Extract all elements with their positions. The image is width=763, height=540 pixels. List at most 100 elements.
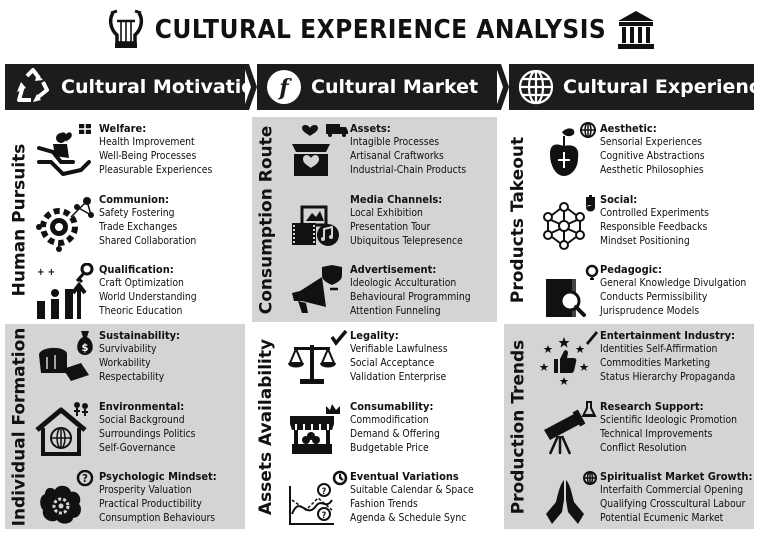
svg-text:$: $ [82, 341, 89, 354]
item-heading: Social: [600, 193, 638, 206]
florin-icon: f [267, 70, 301, 104]
item-line: Survivability [99, 343, 157, 355]
title-bar: CULTURAL EXPERIENCE ANALYSIS [0, 0, 763, 60]
sprout-globe-icon [550, 122, 596, 176]
people-network-icon [543, 195, 595, 250]
svg-text:?: ? [322, 511, 327, 521]
market-stall-icon [290, 404, 340, 454]
book-magnifier-icon [546, 264, 599, 317]
item-heading: Research Support: [600, 400, 704, 413]
section-label: Production Trends [508, 339, 528, 514]
svg-text:?: ? [322, 487, 327, 497]
item-line: Well-Being Processes [99, 150, 197, 163]
item-line: Demand & Offering [350, 428, 440, 441]
item-line: Attention Funneling [350, 305, 441, 318]
item-line: Fashion Trends [350, 498, 418, 511]
item-line: Theoric Education [99, 305, 183, 318]
section-products-takeout: Products Takeout Aesthetic: Sensorial Ex… [504, 117, 754, 322]
section-human-pursuits: Human Pursuits Welfare: Health Improveme… [5, 117, 245, 322]
item-line: Surroundings Politics [99, 428, 196, 441]
item-line: Practical Productibility [99, 498, 202, 511]
section-label: Individual Formation [9, 327, 30, 526]
header-label: Cultural Motivations [61, 76, 280, 98]
item-line: Identities Self-Affirmation [600, 343, 718, 355]
item-line: Pleasurable Experiences [99, 164, 213, 177]
header-cultural-motivations: Cultural Motivations [5, 64, 279, 110]
megaphone-icon [292, 265, 342, 313]
header-cultural-experience: Cultural Experience [509, 64, 763, 110]
thumbs-up-stars-icon [539, 331, 598, 385]
svg-text:?: ? [82, 472, 88, 485]
item-line: Industrial-Chain Products [350, 164, 467, 177]
item-line: Local Exhibition [350, 207, 423, 219]
item-line: Ideologic Acculturation [350, 277, 457, 289]
section-label: Assets Availability [256, 338, 276, 515]
brain-question-icon: ? [40, 470, 94, 524]
header-label: Cultural Experience [563, 76, 763, 98]
item-line: Prosperity Valuation [99, 484, 192, 496]
item-line: Presentation Tour [350, 221, 431, 234]
house-globe-icon [35, 402, 88, 456]
chevron-right-icon [495, 64, 509, 110]
item-line: Sensorial Experiences [600, 136, 703, 148]
item-line: Respectability [99, 371, 165, 384]
item-line: Technical Improvements [600, 428, 713, 441]
item-line: Responsible Feedbacks [600, 221, 708, 234]
section-production-trends: Production Trends Entertainment Industry… [504, 324, 754, 529]
item-line: Suitable Calendar & Space [350, 484, 474, 496]
item-heading: Qualification: [99, 263, 174, 276]
item-heading: Assets: [350, 122, 391, 135]
item-line: Agenda & Schedule Sync [350, 512, 467, 525]
item-line: Mindset Positioning [600, 235, 690, 248]
chart-clock-icon: ? ? [289, 470, 348, 525]
item-heading: Environmental: [99, 400, 185, 413]
chevron-right-icon [243, 64, 257, 110]
item-line: Verifiable Lawfulness [350, 343, 448, 355]
scales-icon [288, 329, 348, 384]
item-line: Artisanal Craftworks [350, 150, 444, 163]
item-line: Self-Governance [99, 442, 176, 455]
item-line: Jurisprudence Models [600, 305, 700, 318]
item-line: Scientific Ideologic Promotion [600, 414, 737, 426]
item-line: Shared Collaboration [99, 235, 197, 248]
gift-truck-icon [292, 124, 348, 176]
section-label: Consumption Route [256, 125, 277, 314]
item-line: Commodities Marketing [600, 357, 711, 370]
page-title: CULTURAL EXPERIENCE ANALYSIS [154, 15, 607, 45]
section-label: Human Pursuits [9, 143, 29, 296]
lyre-icon [108, 9, 143, 48]
item-line: Craft Optimization [99, 277, 184, 289]
item-line: Trade Exchanges [99, 221, 178, 234]
item-heading: Legality: [350, 329, 399, 342]
network-gear-icon [36, 197, 94, 252]
bread-money-icon: $ [39, 331, 93, 381]
media-film-icon [292, 205, 339, 246]
item-line: General Knowledge Divulgation [600, 277, 747, 289]
item-line: Safety Fostering [99, 207, 175, 219]
item-line: Potential Ecumenic Market [600, 512, 724, 525]
item-line: World Understanding [99, 291, 197, 304]
item-line: Ubiquitous Telepresence [350, 235, 463, 248]
item-line: Conflict Resolution [600, 442, 687, 455]
item-line: Budgetable Price [350, 442, 429, 455]
item-heading: Welfare: [99, 122, 147, 135]
section-consumption-route: Consumption Route Assets: Intagible Proc… [252, 117, 497, 322]
header-label: Cultural Market [311, 76, 479, 98]
item-heading: Entertainment Industry: [600, 329, 736, 342]
item-heading: Advertisement: [350, 263, 437, 276]
item-line: Conducts Permissibility [600, 291, 708, 304]
item-line: Social Background [99, 414, 185, 426]
item-line: Controlled Experiments [600, 207, 709, 219]
section-label: Products Takeout [508, 136, 529, 303]
item-line: Status Hierarchy Propaganda [600, 371, 736, 384]
item-line: Interfaith Commercial Opening [600, 484, 744, 496]
caring-hands-icon [37, 124, 91, 176]
item-line: Workability [99, 357, 151, 370]
globe-icon [518, 69, 554, 105]
item-heading: Aesthetic: [600, 122, 657, 135]
item-heading: Communion: [99, 193, 169, 206]
item-line: Consumption Behaviours [99, 512, 216, 525]
item-line: Behavioural Programming [350, 291, 471, 304]
item-line: Aesthetic Philosophies [600, 164, 704, 177]
item-heading: Psychologic Mindset: [99, 470, 217, 483]
